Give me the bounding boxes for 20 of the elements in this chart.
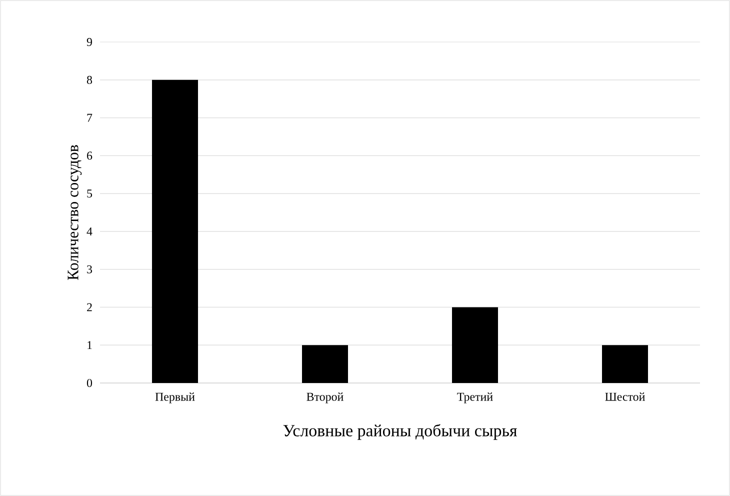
bar <box>152 80 198 383</box>
y-axis-title: Количество сосудов <box>68 145 82 280</box>
bar <box>602 345 648 383</box>
bar <box>452 307 498 383</box>
y-tick-label: 9 <box>86 38 92 46</box>
y-tick-label: 0 <box>86 378 92 388</box>
y-tick-label: 5 <box>87 190 92 198</box>
x-tick-label: Второй <box>306 392 344 404</box>
y-tick-label: 8 <box>86 76 92 84</box>
bar <box>302 345 348 383</box>
y-tick-label: 6 <box>87 152 92 160</box>
x-axis-title: Условные районы добычи сырья <box>283 424 517 440</box>
x-tick-label: Первый <box>155 392 195 404</box>
x-tick-label: Шестой <box>605 392 645 401</box>
x-tick-label: Третий <box>457 392 493 404</box>
y-tick-label: 3 <box>87 265 92 274</box>
y-tick-label: 4 <box>86 228 92 236</box>
y-tick-label: 1 <box>88 341 92 350</box>
y-tick-label: 2 <box>87 303 92 312</box>
y-tick-label: 7 <box>87 114 92 122</box>
